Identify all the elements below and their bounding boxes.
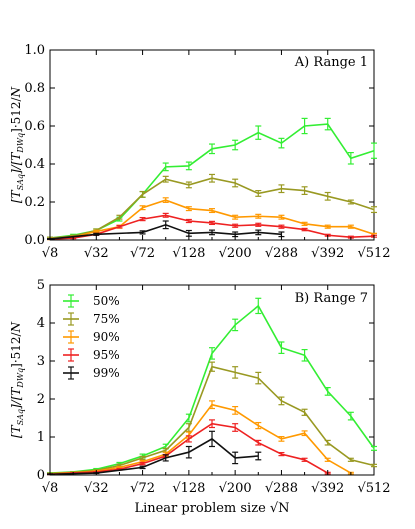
panel-b-series-4 xyxy=(47,430,262,476)
legend: 50% 75% 90% 95% 99% xyxy=(63,294,120,380)
panel-a-y-tick-label: 0.2 xyxy=(24,195,45,210)
panel-b-y-ticks: 0 1 2 3 4 5 xyxy=(37,278,374,483)
legend-label: 99% xyxy=(93,366,120,380)
panel-a-x-tick-label: √32 xyxy=(84,246,109,261)
panel-b-x-tick-label: √8 xyxy=(42,481,59,496)
panel-b-y-tick-label: 1 xyxy=(37,430,45,445)
panel-a-x-tick-label: √288 xyxy=(265,246,298,261)
panel-a-y-tick-label: 0.8 xyxy=(24,81,45,96)
panel-a-series-1 xyxy=(47,173,377,240)
svg-text:[TSAq]/[TDWq]·512/N: [TSAq]/[TDWq]·512/N xyxy=(9,86,25,203)
panel-b-y-tick-label: 0 xyxy=(37,468,45,483)
panel-a: A) Range 1 0.0 0.2 0.4 0.6 0.8 1.0 √8 √32 √72 √1… xyxy=(24,43,390,261)
x-axis-label: Linear problem size √N xyxy=(134,501,289,516)
panel-a-x-tick-label: √8 xyxy=(42,246,59,261)
panel-b-x-tick-label: √512 xyxy=(357,481,390,496)
panel-a-y-tick-label: 0.0 xyxy=(24,233,45,248)
panel-b-x-ticks: √8 √32 √72 √128 √200 √288 √392 √512 xyxy=(42,285,391,496)
panel-b-x-tick-label: √32 xyxy=(84,481,109,496)
panel-a-y-tick-label: 1.0 xyxy=(24,43,45,58)
panel-a-x-tick-label: √72 xyxy=(130,246,155,261)
panel-a-y-tick-label: 0.6 xyxy=(24,119,45,134)
panel-a-label: A) Range 1 xyxy=(294,55,368,70)
panel-b-x-tick-label: √72 xyxy=(130,481,155,496)
svg-text:[TSAq]/[TDWq]·512/N: [TSAq]/[TDWq]·512/N xyxy=(9,321,25,438)
legend-label: 50% xyxy=(93,294,120,308)
panel-b-series-1 xyxy=(47,361,377,475)
panel-a-x-tick-label: √392 xyxy=(311,246,344,261)
y-axis-label-bottom: [TSAq]/[TDWq]·512/N xyxy=(9,321,25,438)
panel-a-series-4 xyxy=(47,220,285,241)
panel-a-x-tick-label: √128 xyxy=(172,246,205,261)
legend-label: 95% xyxy=(93,348,120,362)
panel-a-y-ticks: 0.0 0.2 0.4 0.6 0.8 1.0 xyxy=(24,43,374,248)
legend-label: 75% xyxy=(93,312,120,326)
panel-b-y-tick-label: 2 xyxy=(37,392,45,407)
panel-a-x-tick-label: √512 xyxy=(357,246,390,261)
panel-b-series-2 xyxy=(47,400,354,475)
panel-b-y-tick-label: 3 xyxy=(37,354,45,369)
panel-b-label: B) Range 7 xyxy=(295,291,368,306)
panel-b-x-tick-label: √288 xyxy=(265,481,298,496)
panel-b-x-tick-label: √128 xyxy=(172,481,205,496)
panel-a-x-ticks: √8 √32 √72 √128 √200 √288 √392 √512 xyxy=(42,50,391,261)
panel-b: B) Range 7 0 1 2 3 4 5 √8 √32 √72 √128 √200 √288 √3… xyxy=(37,278,391,496)
panel-b-x-tick-label: √200 xyxy=(219,481,252,496)
panel-b-series-line xyxy=(49,437,259,476)
panel-b-y-tick-label: 4 xyxy=(37,316,45,331)
panel-b-y-tick-label: 5 xyxy=(37,278,45,293)
panel-a-y-tick-label: 0.4 xyxy=(24,157,45,172)
panel-b-series xyxy=(47,297,377,476)
y-axis-label-top: [TSAq]/[TDWq]·512/N xyxy=(9,86,25,203)
panel-b-x-tick-label: √392 xyxy=(311,481,344,496)
panel-b-series-line xyxy=(49,403,352,475)
legend-label: 90% xyxy=(93,330,120,344)
panel-a-series xyxy=(47,117,377,241)
panel-a-x-tick-label: √200 xyxy=(219,246,252,261)
